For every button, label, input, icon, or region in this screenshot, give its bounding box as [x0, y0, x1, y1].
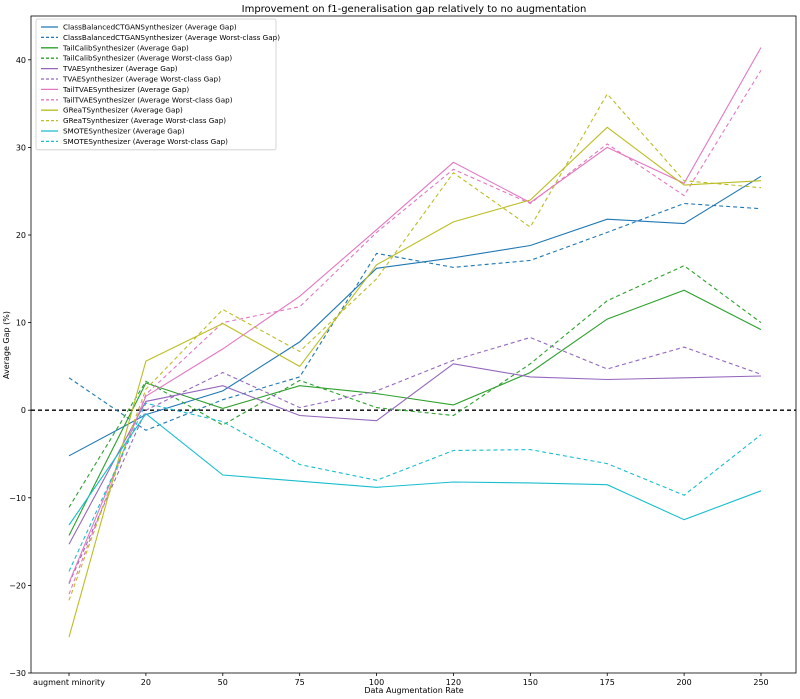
legend-box	[35, 18, 277, 151]
y-tick-label: 40	[16, 56, 26, 65]
legend-entry: ClassBalancedCTGANSynthesizer (Average G…	[63, 23, 237, 32]
series-layer	[68, 47, 762, 638]
legend-entry: TVAESynthesizer (Average Worst-class Gap…	[62, 75, 221, 84]
x-tick-label: 200	[676, 678, 691, 687]
series-line-10	[68, 93, 762, 601]
x-tick-label: 175	[600, 678, 615, 687]
legend-entry: SMOTESynthesizer (Average Gap)	[63, 127, 185, 136]
legend-entry: TVAESynthesizer (Average Gap)	[62, 64, 178, 73]
y-tick-label: 0	[21, 406, 26, 415]
y-axis-label: Average Gap (%)	[2, 311, 11, 379]
legend-entry: TailTVAESynthesizer (Average Gap)	[62, 85, 189, 94]
legend-entry: TailCalibSynthesizer (Average Gap)	[62, 43, 189, 52]
chart-title: Improvement on f1-generalisation gap rel…	[242, 4, 587, 15]
series-line-6	[68, 336, 762, 584]
series-line-5	[68, 363, 762, 545]
x-tick-label: 150	[523, 678, 538, 687]
series-line-11	[68, 412, 762, 526]
y-axis: −30 −20 −10 0 10 20 30 40	[9, 56, 31, 678]
series-line-12	[68, 402, 762, 572]
legend-entry: SMOTESynthesizer (Average Worst-class Ga…	[63, 137, 228, 146]
x-axis-label: Data Augmentation Rate	[364, 686, 463, 695]
legend-entry: TailCalibSynthesizer (Average Worst-clas…	[62, 54, 232, 63]
series-line-7	[68, 47, 762, 584]
y-tick-label: −20	[9, 581, 26, 590]
legend-entry: GReaTSynthesizer (Average Worst-class Ga…	[63, 116, 226, 125]
series-line-8	[68, 70, 762, 595]
series-line-2	[68, 202, 762, 431]
x-tick-label: 75	[295, 678, 305, 687]
y-tick-label: 30	[16, 143, 26, 152]
legend-entry: TailTVAESynthesizer (Average Worst-class…	[62, 95, 233, 104]
x-tick-label: augment minority	[33, 678, 105, 687]
legend: ClassBalancedCTGANSynthesizer (Average G…	[35, 18, 280, 151]
y-tick-label: 20	[16, 231, 26, 240]
x-tick-label: 250	[753, 678, 768, 687]
x-tick-label: 100	[369, 678, 384, 687]
series-line-4	[68, 265, 762, 508]
legend-entry: ClassBalancedCTGANSynthesizer (Average W…	[63, 33, 280, 42]
x-tick-label: 50	[218, 678, 228, 687]
series-line-9	[68, 126, 762, 638]
y-tick-label: 10	[16, 319, 26, 328]
y-tick-label: −10	[9, 494, 26, 503]
x-axis: augment minority 20 50 75 100 120 150 175 200 250	[33, 673, 769, 687]
x-tick-label: 20	[141, 678, 151, 687]
x-tick-label: 120	[446, 678, 461, 687]
series-line-3	[68, 289, 762, 536]
y-tick-label: −30	[9, 669, 26, 678]
legend-entry: GReaTSynthesizer (Average Gap)	[63, 106, 183, 115]
